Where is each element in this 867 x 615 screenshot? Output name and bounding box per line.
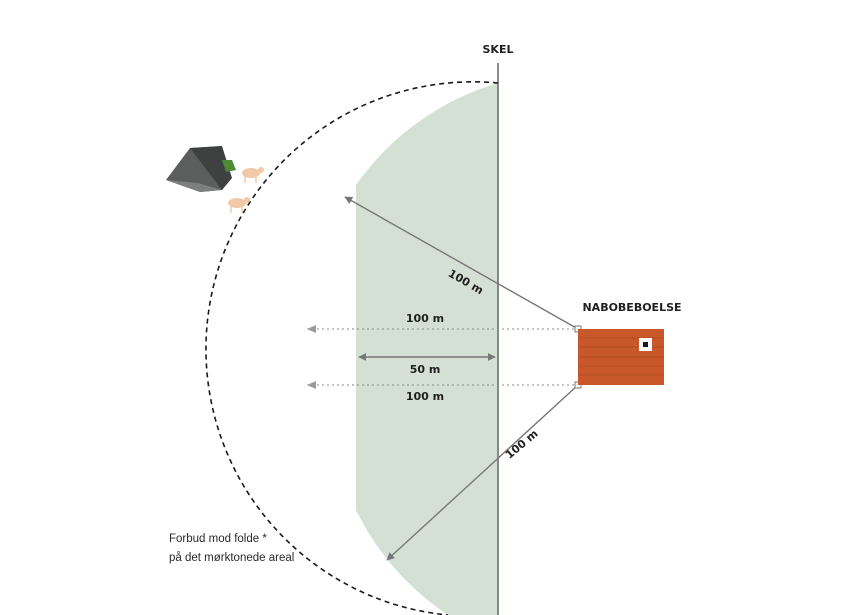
arrow-radius-upper [344, 196, 579, 330]
nabobeboelse-label: NABOBEBOELSE [582, 301, 681, 314]
shelter-icon [166, 146, 236, 192]
arrowhead-upper-left [307, 325, 316, 333]
label-horizontal-middle: 50 m [410, 363, 441, 376]
label-horizontal-lower: 100 m [406, 390, 444, 403]
prohibited-area [356, 83, 498, 615]
note-line-1: Forbud mod folde * [169, 533, 267, 545]
note-line-2: på det mørktonede areal [169, 552, 294, 564]
distance-arc [205, 81, 499, 615]
label-radius-lower: 100 m [503, 427, 541, 462]
house-icon [578, 329, 664, 385]
arrow-radius-lower [386, 384, 579, 561]
animal-icon [228, 167, 264, 213]
arrowhead-lower-left [307, 381, 316, 389]
skel-label: SKEL [483, 43, 514, 56]
label-horizontal-upper: 100 m [406, 312, 444, 325]
